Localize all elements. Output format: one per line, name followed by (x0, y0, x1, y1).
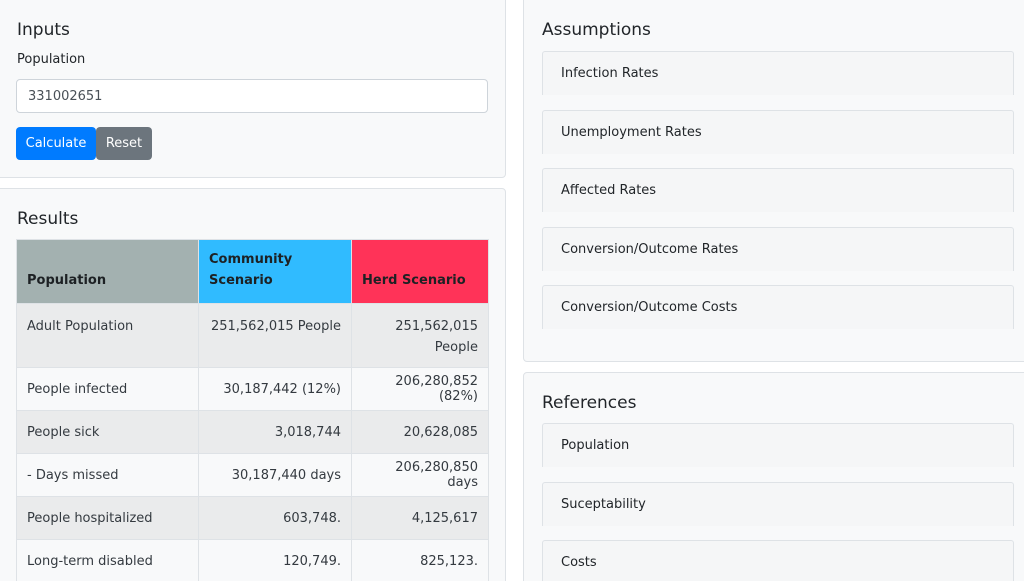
results-header-row: Population Community Scenario Herd Scena… (16, 239, 489, 304)
herd-value: 206,280,850 days (351, 453, 489, 497)
calculate-button[interactable]: Calculate (16, 127, 96, 160)
herd-value: 20,628,085 (351, 410, 489, 454)
references-card: References Population Suceptability Cost… (523, 372, 1024, 581)
reset-button[interactable]: Reset (96, 127, 152, 160)
table-row: People hospitalized 603,748. 4,125,617 (16, 496, 489, 540)
community-value: 30,187,442 (12%) (198, 367, 352, 411)
accordion-conversion-outcome-rates[interactable]: Conversion/Outcome Rates (542, 227, 1014, 271)
results-table: Population Community Scenario Herd Scena… (16, 239, 489, 581)
community-value: 603,748. (198, 496, 352, 540)
accordion-ref-costs[interactable]: Costs (542, 540, 1014, 581)
population-input[interactable] (16, 79, 488, 113)
herd-value: 4,125,617 (351, 496, 489, 540)
results-card: Results Population Community Scenario He… (0, 188, 506, 581)
inputs-card: Inputs Population Calculate Reset (0, 0, 506, 178)
accordion-affected-rates[interactable]: Affected Rates (542, 168, 1014, 212)
row-label: People sick (16, 410, 199, 454)
table-row: Adult Population 251,562,015 People 251,… (16, 303, 489, 368)
herd-value: 206,280,852 (82%) (351, 367, 489, 411)
herd-value: 825,123. (351, 539, 489, 581)
community-value: 3,018,744 (198, 410, 352, 454)
population-label: Population (17, 52, 86, 67)
table-row: People sick 3,018,744 20,628,085 (16, 410, 489, 454)
row-label: Long-term disabled (16, 539, 199, 581)
results-title: Results (17, 209, 79, 229)
accordion-ref-population[interactable]: Population (542, 423, 1014, 467)
header-herd-scenario: Herd Scenario (351, 239, 489, 304)
herd-value: 251,562,015 People (351, 303, 489, 368)
header-community-scenario: Community Scenario (198, 239, 352, 304)
table-row: People infected 30,187,442 (12%) 206,280… (16, 367, 489, 411)
assumptions-card: Assumptions Infection Rates Unemployment… (523, 0, 1024, 362)
community-value: 30,187,440 days (198, 453, 352, 497)
row-label: People hospitalized (16, 496, 199, 540)
row-label: People infected (16, 367, 199, 411)
community-value: 120,749. (198, 539, 352, 581)
accordion-ref-suceptability[interactable]: Suceptability (542, 482, 1014, 526)
inputs-title: Inputs (17, 20, 70, 40)
references-title: References (542, 393, 637, 413)
accordion-infection-rates[interactable]: Infection Rates (542, 51, 1014, 95)
row-label: - Days missed (16, 453, 199, 497)
community-value: 251,562,015 People (198, 303, 352, 368)
table-row: - Days missed 30,187,440 days 206,280,85… (16, 453, 489, 497)
accordion-conversion-outcome-costs[interactable]: Conversion/Outcome Costs (542, 285, 1014, 329)
table-row: Long-term disabled 120,749. 825,123. (16, 539, 489, 581)
row-label: Adult Population (16, 303, 199, 368)
header-population: Population (16, 239, 199, 304)
accordion-unemployment-rates[interactable]: Unemployment Rates (542, 110, 1014, 154)
assumptions-title: Assumptions (542, 20, 651, 40)
